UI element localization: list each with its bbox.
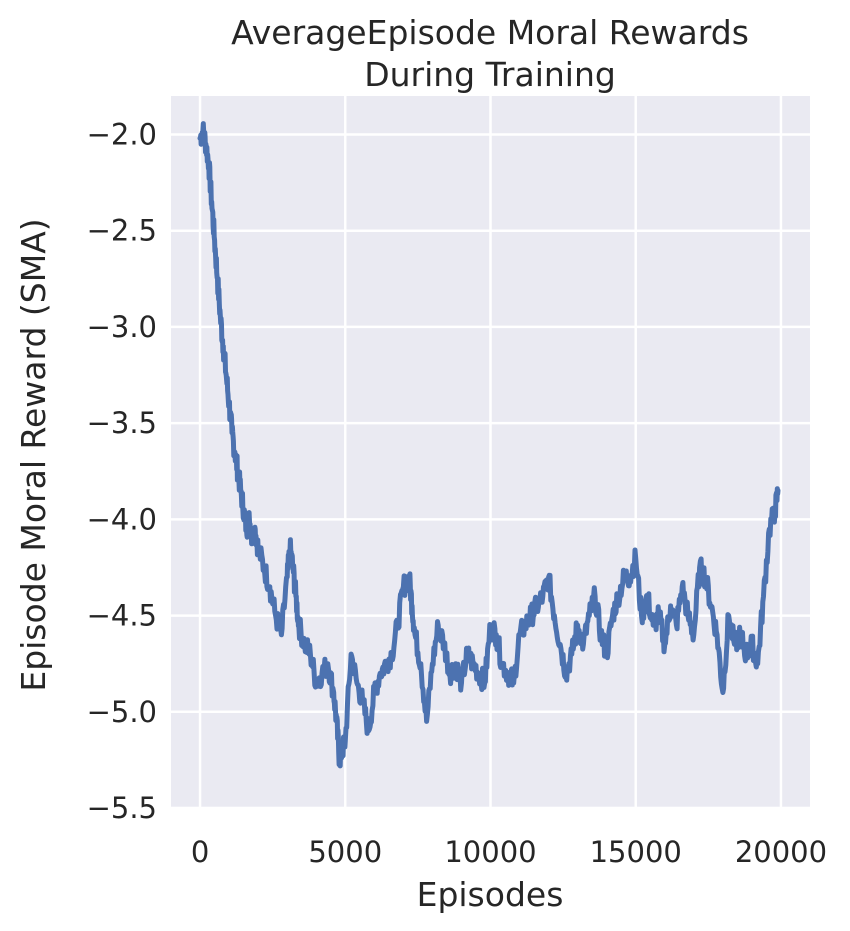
y-tick-label: −5.5: [87, 791, 157, 825]
y-tick-label: −4.0: [87, 502, 157, 536]
x-tick-label: 20000: [735, 835, 827, 869]
x-tick-label: 15000: [590, 835, 682, 869]
chart-title-line-2: During Training: [364, 55, 616, 94]
x-axis-label: Episodes: [417, 875, 564, 914]
y-tick-label: −4.5: [87, 599, 157, 633]
series-line-moral-reward: [197, 121, 781, 769]
y-axis-label: Episode Moral Reward (SMA): [14, 218, 53, 691]
x-tick-label: 10000: [444, 835, 536, 869]
x-tick-labels: 0 5000 10000 15000 20000: [191, 835, 827, 869]
chart-title-line-1: AverageEpisode Moral Rewards: [231, 13, 749, 52]
y-tick-label: −2.5: [87, 214, 157, 248]
y-tick-label: −5.0: [87, 695, 157, 729]
y-tick-label: −2.0: [87, 117, 157, 151]
x-tick-label: 0: [191, 835, 209, 869]
y-tick-label: −3.0: [87, 310, 157, 344]
y-tick-labels: −2.0 −2.5 −3.0 −3.5 −4.0 −4.5 −5.0 −5.5: [87, 117, 157, 825]
grid-lines: [171, 96, 810, 810]
y-tick-label: −3.5: [87, 406, 157, 440]
x-tick-label: 5000: [308, 835, 382, 869]
